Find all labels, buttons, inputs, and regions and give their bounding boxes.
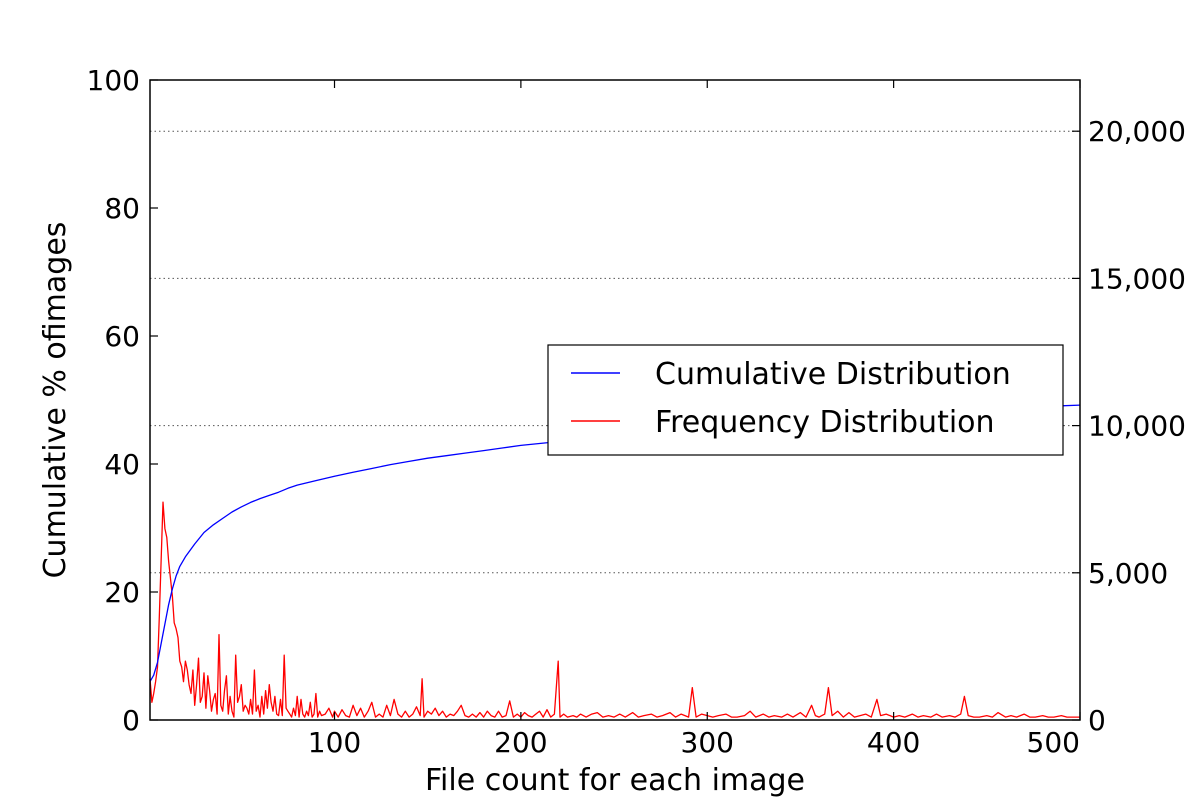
legend-label-frequency: Frequency Distribution — [655, 405, 995, 440]
y-tick-label-4: 80 — [104, 192, 140, 225]
x-tick-label-3: 400 — [867, 726, 920, 759]
plot-frame — [149, 79, 1081, 721]
x-tick-label-2: 300 — [681, 726, 734, 759]
x-tick-label-1: 200 — [494, 726, 547, 759]
y-tick-label-0: 0 — [122, 704, 140, 737]
y2-tick-label-0: 0 — [1088, 704, 1106, 737]
y2-tick-label-1: 5,000 — [1088, 557, 1168, 590]
y-tick-label-2: 40 — [104, 448, 140, 481]
x-tick-label-4: 500 — [1027, 726, 1080, 759]
y2-tick-label-2: 10,000 — [1088, 410, 1186, 443]
series-line-frequency — [149, 501, 1080, 718]
ticks: 100 200 300 400 50002040608010005,00010,0001… — [87, 64, 1186, 759]
legend-label-cumulative: Cumulative Distribution — [655, 357, 1011, 392]
y-tick-label-5: 100 — [87, 64, 140, 97]
y-tick-label-1: 20 — [104, 576, 140, 609]
legend-box — [547, 344, 1064, 456]
y2-tick-label-3: 15,000 — [1088, 262, 1186, 295]
y2-tick-label-4: 20,000 — [1088, 115, 1186, 148]
y-tick-label-3: 60 — [104, 320, 140, 353]
x-tick-label-0: 100 — [308, 726, 361, 759]
y-axis-label: Cumulative % ofimages — [38, 222, 73, 579]
x-axis-label: File count for each image — [425, 763, 805, 798]
legend: Cumulative Distribution Frequency Distri… — [547, 344, 1064, 456]
